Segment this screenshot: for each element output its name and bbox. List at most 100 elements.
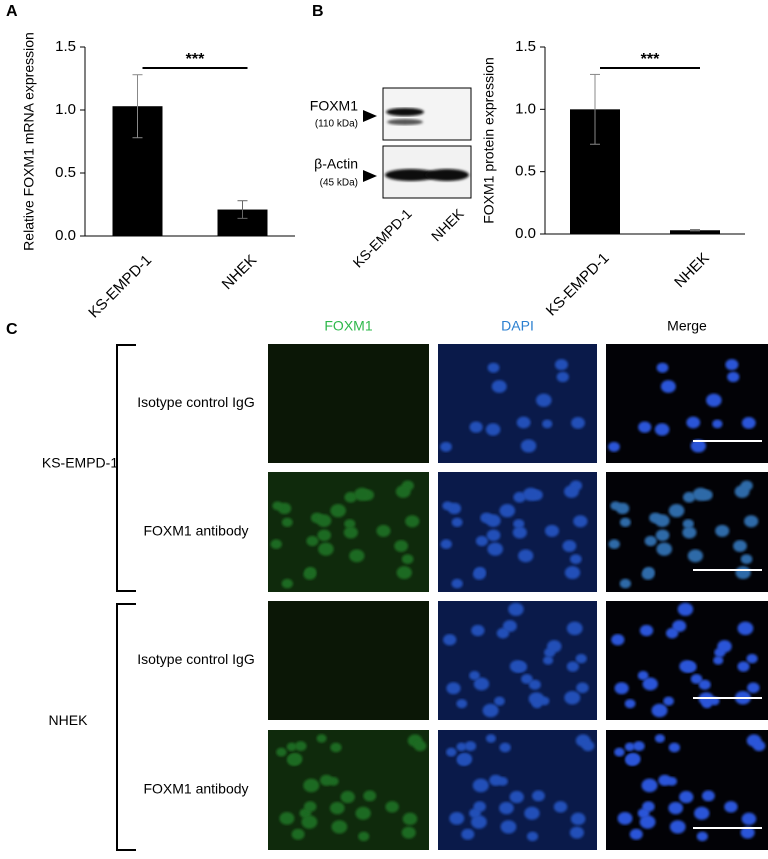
nucleus xyxy=(513,491,526,503)
nucleus xyxy=(566,661,579,672)
nucleus xyxy=(317,529,332,542)
nucleus xyxy=(385,801,399,813)
row-label: FOXM1 antibody xyxy=(143,523,248,539)
nucleus xyxy=(469,670,480,681)
nucleus xyxy=(344,519,356,529)
y-tick-label: 0.0 xyxy=(515,225,536,242)
nucleus xyxy=(329,801,345,815)
nucleus xyxy=(611,634,625,646)
nucleus xyxy=(306,535,319,547)
nucleus xyxy=(564,566,581,580)
nucleus xyxy=(658,774,672,786)
nucleus xyxy=(654,514,670,527)
nucleus xyxy=(396,566,412,580)
nucleus xyxy=(741,812,757,826)
annotation: *** xyxy=(641,51,660,68)
nucleus xyxy=(446,682,461,695)
nucleus xyxy=(554,359,568,371)
nucleus xyxy=(725,359,739,371)
nucleus xyxy=(442,501,453,511)
nucleus xyxy=(727,371,740,383)
lane-label: NHEK xyxy=(428,205,467,244)
y-tick-label: 1.0 xyxy=(515,100,536,117)
nucleus xyxy=(641,778,658,793)
nucleus xyxy=(639,815,656,829)
nucleus xyxy=(683,661,697,673)
nucleus xyxy=(330,742,342,753)
y-tick-label: 1.0 xyxy=(55,101,76,118)
nucleus xyxy=(291,828,305,840)
nucleus xyxy=(279,812,295,825)
nucleus xyxy=(405,515,420,528)
nucleus xyxy=(401,826,416,839)
arrow xyxy=(363,110,377,122)
nucleus xyxy=(281,578,293,589)
nucleus xyxy=(485,734,496,743)
nucleus xyxy=(521,674,533,684)
nucleus xyxy=(499,801,514,815)
nucleus xyxy=(654,734,665,743)
nucleus xyxy=(686,416,701,429)
nucleus xyxy=(355,806,371,820)
nucleus xyxy=(475,535,488,547)
nucleus xyxy=(516,416,531,429)
nucleus xyxy=(682,526,697,539)
y-tick-label: 0.0 xyxy=(55,227,76,244)
band xyxy=(386,108,424,116)
nucleus xyxy=(319,774,333,786)
nucleus xyxy=(614,682,629,695)
nucleus xyxy=(469,421,483,433)
nucleus xyxy=(301,815,318,829)
nucleus xyxy=(456,742,467,752)
nucleus xyxy=(472,778,489,793)
nucleus xyxy=(562,540,577,552)
nucleus xyxy=(303,778,320,793)
nucleus xyxy=(443,634,457,646)
nucleus xyxy=(286,754,301,766)
nucleus xyxy=(395,485,411,498)
nucleus xyxy=(486,529,501,542)
nucleus xyxy=(633,741,645,752)
nucleus xyxy=(340,790,355,804)
nucleus xyxy=(608,441,620,452)
panel-letter: A xyxy=(6,3,18,20)
band xyxy=(385,169,437,181)
nucleus xyxy=(528,692,545,706)
column-header: DAPI xyxy=(501,318,534,334)
nucleus xyxy=(363,790,377,802)
micrograph xyxy=(438,344,597,463)
nucleus xyxy=(494,696,505,706)
nucleus xyxy=(294,741,307,752)
nucleus xyxy=(451,517,463,527)
x-tick-label: KS-EMPD-1 xyxy=(85,252,155,322)
lane-label: KS-EMPD-1 xyxy=(350,205,415,270)
nucleus xyxy=(713,655,724,665)
nucleus xyxy=(303,801,317,812)
y-tick-label: 0.5 xyxy=(515,163,536,180)
nucleus xyxy=(724,801,738,813)
panel-letter: B xyxy=(312,3,324,20)
nucleus xyxy=(701,790,715,802)
nucleus xyxy=(402,812,418,826)
nucleus xyxy=(741,417,756,429)
nucleus xyxy=(682,519,694,529)
nucleus xyxy=(270,539,282,549)
nucleus xyxy=(547,640,562,653)
nucleus xyxy=(440,441,452,452)
nucleus xyxy=(276,747,287,757)
nucleus xyxy=(564,485,579,498)
nucleus xyxy=(642,677,658,691)
nucleus xyxy=(629,828,643,840)
nucleus xyxy=(286,742,297,752)
nucleus xyxy=(473,677,490,691)
nucleus xyxy=(514,661,528,673)
nucleus xyxy=(581,740,595,752)
nucleus xyxy=(624,699,636,709)
nucleus xyxy=(637,670,649,681)
nucleus xyxy=(485,514,501,527)
nucleus xyxy=(316,514,332,527)
blot-label: FOXM1 xyxy=(310,98,358,114)
nucleus xyxy=(449,812,465,825)
nucleus xyxy=(272,501,283,511)
